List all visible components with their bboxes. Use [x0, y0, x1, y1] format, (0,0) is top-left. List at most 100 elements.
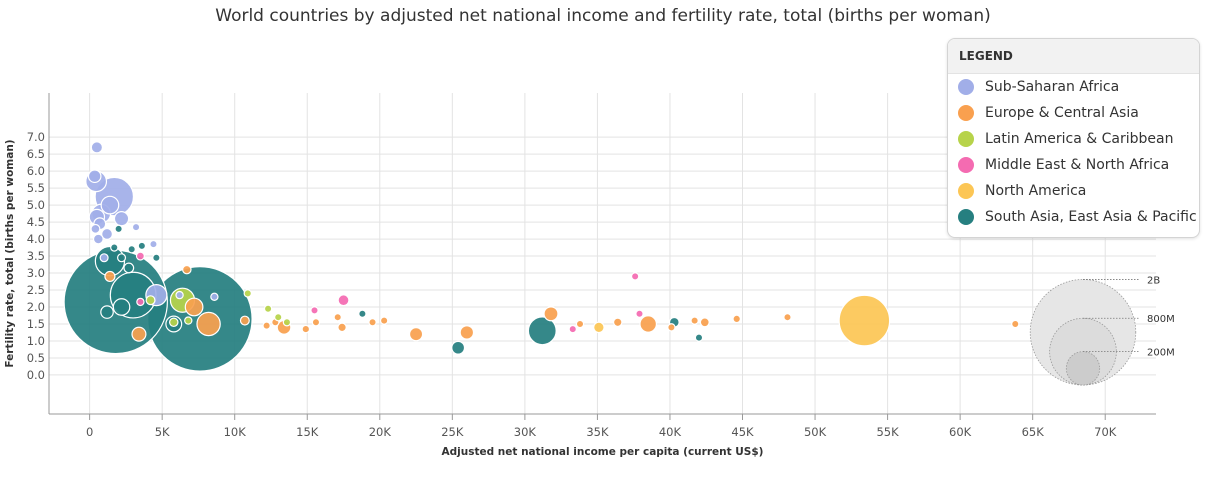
x-axis-ticks: 0 5K 10K 15K 20K 25K 30K 35K 40K 45K 50K 55K 60K 65K 7…	[86, 414, 1117, 439]
data-bubble	[575, 319, 585, 329]
data-bubble	[612, 317, 623, 328]
size-legend-label: 2B	[1147, 275, 1160, 286]
data-bubble	[113, 210, 130, 227]
data-bubble	[196, 311, 221, 337]
data-bubble	[90, 223, 101, 234]
data-bubble	[630, 272, 640, 281]
y-tick-label: 0.5	[27, 351, 45, 365]
data-bubble	[136, 297, 145, 307]
legend-item-north-america[interactable]: North America	[948, 178, 1199, 204]
data-bubble	[690, 316, 699, 325]
data-bubble	[239, 315, 250, 326]
data-bubble	[459, 325, 475, 340]
y-tick-label: 7.0	[27, 130, 45, 144]
legend-label: Latin America & Caribbean	[985, 131, 1174, 147]
x-tick-label: 60K	[949, 425, 972, 439]
data-bubble	[368, 318, 377, 327]
legend-swatch	[958, 131, 974, 147]
y-tick-label: 4.5	[27, 215, 45, 229]
legend-swatch	[958, 209, 974, 225]
legend-label: North America	[985, 183, 1087, 199]
data-bubble	[639, 315, 658, 333]
data-bubble	[593, 321, 605, 334]
legend-swatch	[958, 79, 974, 95]
data-bubble	[262, 321, 271, 330]
data-bubble	[379, 316, 389, 325]
data-bubble	[149, 239, 158, 249]
data-bubble	[263, 304, 273, 313]
x-tick-label: 0	[86, 425, 93, 439]
data-bubble	[169, 317, 179, 328]
x-tick-label: 70K	[1094, 425, 1117, 439]
data-bubble	[694, 333, 704, 342]
y-tick-label: 2.0	[27, 300, 45, 314]
y-tick-label: 1.5	[27, 317, 45, 331]
data-bubble	[301, 324, 311, 334]
x-tick-label: 65K	[1022, 425, 1045, 439]
size-legend-circle	[1065, 351, 1101, 386]
data-bubble	[311, 318, 321, 327]
size-legend-label: 800M	[1147, 314, 1175, 325]
legend-item-europe-central-asia[interactable]: Europe & Central Asia	[948, 100, 1199, 126]
x-axis-title: Adjusted net national income per capita …	[442, 446, 764, 458]
x-tick-label: 35K	[586, 425, 609, 439]
legend-item-sub-saharan-africa[interactable]: Sub-Saharan Africa	[948, 74, 1199, 100]
data-bubble	[92, 233, 104, 245]
bubbles	[63, 141, 1020, 372]
data-bubble	[783, 312, 792, 322]
data-bubble	[543, 306, 559, 322]
data-bubble	[182, 264, 192, 275]
y-tick-label: 2.5	[27, 283, 45, 297]
legend: LEGEND Sub-Saharan Africa Europe & Centr…	[947, 38, 1200, 238]
data-bubble	[310, 306, 319, 315]
legend-label: South Asia, East Asia & Pacific	[985, 209, 1197, 225]
data-bubble	[527, 316, 557, 346]
x-tick-label: 50K	[804, 425, 827, 439]
y-tick-label: 6.0	[27, 164, 45, 178]
x-tick-label: 15K	[296, 425, 319, 439]
y-tick-label: 5.5	[27, 181, 45, 195]
data-bubble	[333, 312, 342, 322]
data-bubble	[210, 292, 219, 302]
x-tick-label: 55K	[876, 425, 899, 439]
legend-swatch	[958, 157, 974, 173]
data-bubble	[732, 314, 741, 324]
legend-swatch	[958, 183, 974, 199]
legend-item-south-asia-east-asia-pacific[interactable]: South Asia, East Asia & Pacific	[948, 204, 1199, 230]
legend-swatch	[958, 105, 974, 121]
y-tick-label: 5.0	[27, 198, 45, 212]
data-bubble	[184, 297, 204, 317]
x-tick-label: 20K	[369, 425, 392, 439]
legend-item-middle-east-north-africa[interactable]: Middle East & North Africa	[948, 152, 1199, 178]
size-legend: 2B 800M 200M	[1029, 275, 1175, 386]
y-tick-label: 3.5	[27, 249, 45, 263]
y-axis-ticks: 0.0 0.5 1.0 1.5 2.0 2.5 3.0 3.5 4.0 4.5 5.0 5.5 6.0 6…	[27, 130, 45, 382]
data-bubble	[568, 324, 577, 334]
x-tick-label: 45K	[731, 425, 754, 439]
legend-item-latin-america-caribbean[interactable]: Latin America & Caribbean	[948, 126, 1199, 152]
data-bubble	[127, 245, 136, 254]
data-bubble	[274, 312, 283, 322]
data-bubble	[451, 340, 466, 355]
data-bubble	[667, 323, 676, 332]
data-bubble	[123, 262, 135, 274]
legend-heading: LEGEND	[948, 39, 1199, 74]
y-tick-label: 6.5	[27, 147, 45, 161]
axes	[48, 93, 1156, 415]
x-tick-label: 10K	[224, 425, 247, 439]
legend-label: Sub-Saharan Africa	[985, 79, 1120, 95]
legend-label: Europe & Central Asia	[985, 105, 1139, 121]
size-legend-label: 200M	[1147, 348, 1175, 359]
data-bubble	[99, 253, 109, 263]
data-bubble	[282, 318, 292, 327]
data-bubble	[358, 309, 367, 318]
data-bubble	[131, 222, 141, 232]
data-bubble	[117, 253, 127, 263]
data-bubble	[635, 309, 644, 318]
data-bubble	[110, 243, 119, 252]
data-bubble	[152, 253, 161, 262]
data-bubble	[100, 305, 114, 319]
y-tick-label: 4.0	[27, 232, 45, 246]
data-bubble	[337, 294, 350, 307]
